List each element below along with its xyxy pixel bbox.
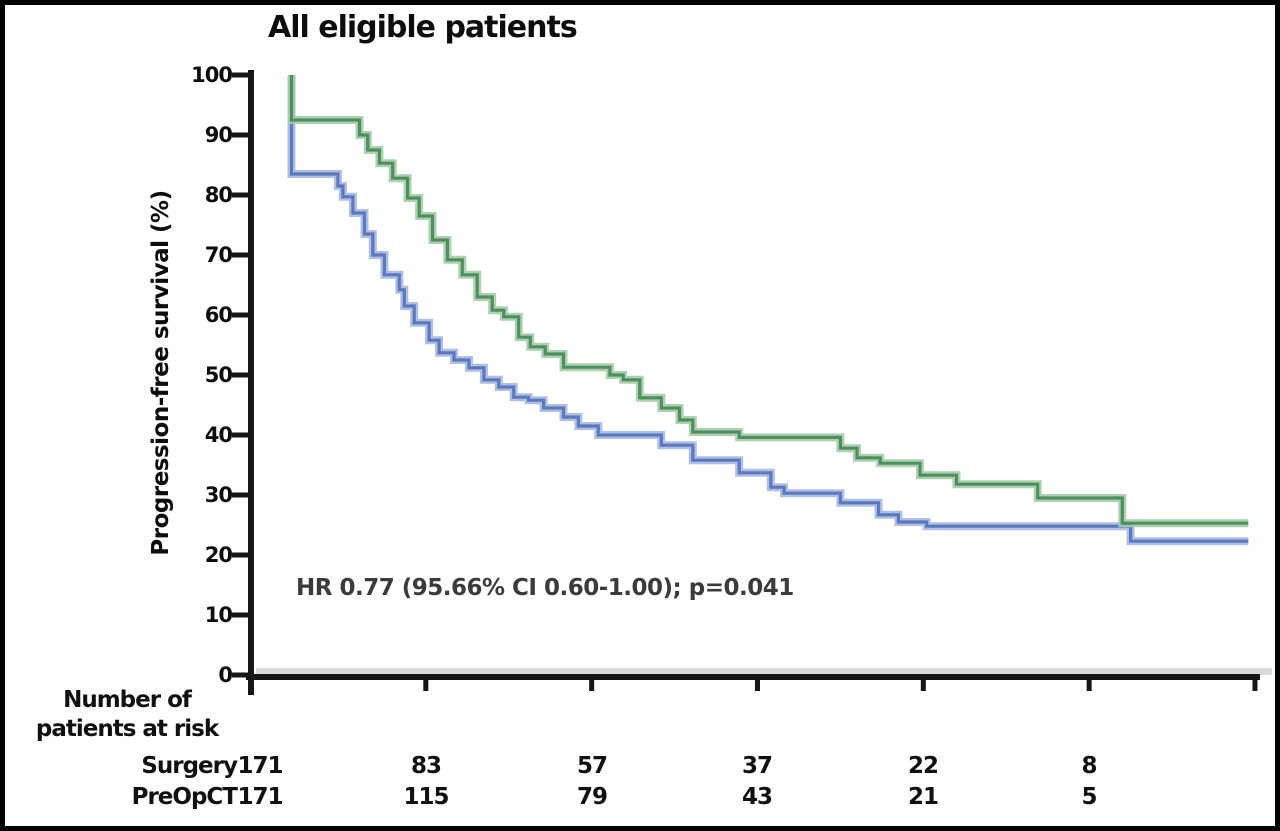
- risk-table-header-line1: Number of: [63, 687, 192, 713]
- y-tick-label: 20: [204, 543, 233, 567]
- risk-row-preopct: PreOpCT 171 115 79 43 21 5: [0, 784, 1280, 814]
- risk-count: 83: [410, 753, 442, 779]
- risk-table-header-line2: patients at risk: [35, 716, 219, 742]
- y-tick-label: 10: [204, 603, 233, 627]
- risk-row-surgery: Surgery 171 83 57 37 22 8: [0, 753, 1280, 783]
- km-curve-preopct: [289, 75, 1249, 525]
- hr-annotation: HR 0.77 (95.66% CI 0.60-1.00); p=0.041: [296, 575, 794, 601]
- km-curve-halo-preopct: [287, 75, 1249, 528]
- risk-count: 79: [576, 784, 608, 810]
- y-tick-label: 80: [204, 183, 233, 207]
- risk-count: 43: [741, 784, 773, 810]
- y-tick-label: 60: [204, 303, 233, 327]
- y-tick-label: 40: [204, 423, 233, 447]
- y-tick-label: 90: [204, 123, 233, 147]
- risk-count: 171: [237, 753, 283, 779]
- risk-count: 171: [237, 784, 283, 810]
- y-tick-label: 50: [204, 363, 233, 387]
- risk-table-header: Number of patients at risk: [18, 686, 236, 744]
- y-tick-label: 70: [204, 243, 233, 267]
- risk-count: 21: [907, 784, 939, 810]
- risk-count: 5: [1081, 784, 1097, 810]
- y-tick-label: 30: [204, 483, 233, 507]
- risk-row-label-surgery: Surgery: [141, 753, 238, 779]
- risk-count: 8: [1081, 753, 1097, 779]
- risk-count: 57: [576, 753, 608, 779]
- y-tick-label: 0: [218, 663, 233, 687]
- risk-count: 115: [403, 784, 449, 810]
- y-tick-label: 100: [191, 63, 233, 87]
- risk-count: 22: [907, 753, 939, 779]
- risk-count: 37: [741, 753, 773, 779]
- chart-title: All eligible patients: [268, 10, 578, 45]
- km-curve-surgery: [289, 75, 1249, 543]
- risk-row-label-preopct: PreOpCT: [131, 784, 238, 810]
